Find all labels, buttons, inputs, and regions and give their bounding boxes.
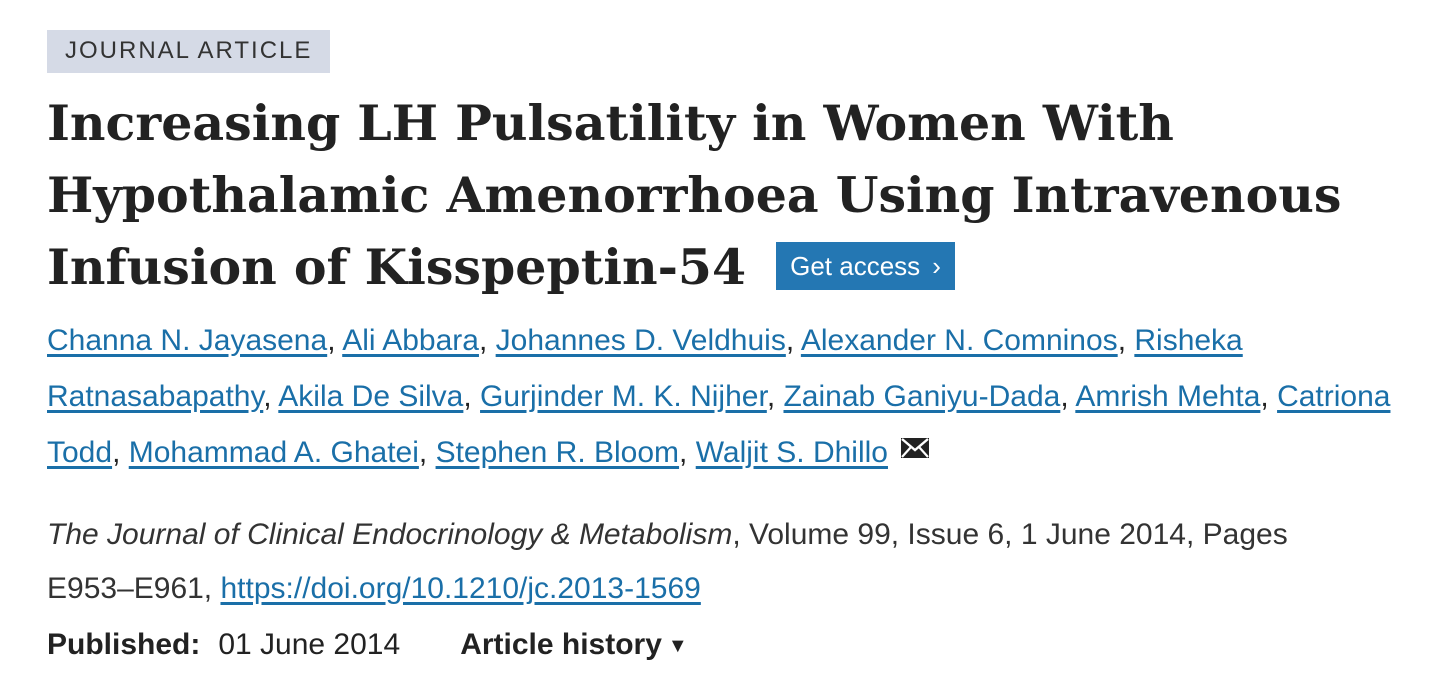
author-separator: , (1060, 380, 1076, 413)
get-access-button[interactable]: Get access › (776, 241, 955, 290)
author-link[interactable]: Ali Abbara (342, 324, 479, 357)
author-separator: , (1260, 380, 1278, 413)
author-link[interactable]: Risheka Ratnasabapathy (47, 324, 1243, 413)
author-separator: , (785, 324, 801, 357)
author-link[interactable]: Zainab Ganiyu-Dada (783, 380, 1061, 413)
author-separator: , (418, 436, 436, 469)
published-label: Published: (47, 628, 201, 662)
author-link[interactable]: Gurjinder M. K. Nijher (480, 380, 767, 413)
author-link[interactable]: Mohammad A. Ghatei (128, 436, 419, 469)
author-list: Channa N. Jayasena, Ali Abbara, Johannes… (47, 313, 1442, 482)
article-title: Increasing LH Pulsatility in Women With … (47, 87, 1377, 303)
article-type-badge: JOURNAL ARTICLE (47, 30, 331, 73)
author-link[interactable]: Stephen R. Bloom (435, 436, 680, 469)
author-separator: , (463, 380, 481, 413)
author-link[interactable]: Amrish Mehta (1075, 380, 1261, 413)
published-date: 01 June 2014 (218, 628, 401, 662)
author-separator: , (679, 436, 696, 469)
article-title-text: Increasing LH Pulsatility in Women With … (47, 94, 1342, 296)
journal-name: The Journal of Clinical Endocrinology & … (47, 518, 733, 552)
citation: The Journal of Clinical Endocrinology & … (47, 508, 1377, 616)
article-history-toggle[interactable]: Article history ▼ (460, 628, 688, 661)
get-access-label: Get access (790, 250, 921, 281)
author-separator: , (263, 380, 279, 413)
envelope-icon[interactable] (900, 423, 930, 479)
author-separator: , (1117, 324, 1135, 357)
chevron-right-icon: › (932, 250, 941, 281)
author-link[interactable]: Waljit S. Dhillo (695, 436, 888, 469)
citation-details: , Volume 99, Issue 6, 1 June 2014, Pages… (47, 518, 1288, 606)
author-separator: , (766, 380, 784, 413)
triangle-down-icon: ▼ (667, 635, 688, 658)
author-link[interactable]: Alexander N. Comninos (800, 324, 1118, 357)
author-link[interactable]: Johannes D. Veldhuis (495, 324, 786, 357)
article-header: JOURNAL ARTICLE Increasing LH Pulsatilit… (47, 30, 1451, 675)
author-link[interactable]: Catriona Todd (47, 380, 1391, 469)
author-link[interactable]: Akila De Silva (278, 380, 464, 413)
author-link[interactable]: Channa N. Jayasena (47, 324, 328, 357)
article-history-label: Article history (460, 628, 662, 662)
doi-link[interactable]: https://doi.org/10.1210/jc.2013-1569 (220, 572, 701, 606)
author-separator: , (478, 324, 496, 357)
author-separator: , (112, 436, 129, 469)
publication-row: Published: 01 June 2014 Article history ▼ (47, 618, 1451, 675)
author-separator: , (327, 324, 343, 357)
